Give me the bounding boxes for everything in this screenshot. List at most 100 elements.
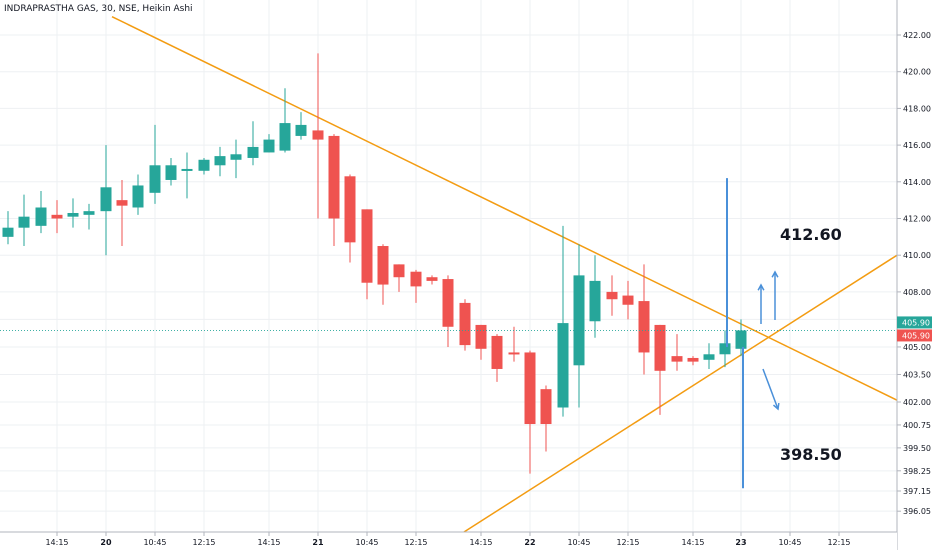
x-tick-label: 14:15 [45, 538, 68, 547]
candle-body [263, 139, 275, 153]
y-tick-label: 422.00 [903, 31, 931, 40]
chart-grid [0, 0, 897, 532]
annotations-layer: 412.60 398.50 [726, 178, 842, 489]
candle-body [557, 323, 569, 408]
x-tick-label: 20 [100, 538, 112, 547]
up-arrow-1-head [757, 283, 765, 291]
x-tick-label: 21 [312, 538, 324, 547]
last-price-label-2: 405.90 [902, 331, 930, 340]
candle-body [18, 216, 30, 228]
candle-body [606, 291, 618, 300]
y-tick-label: 410.00 [903, 251, 931, 260]
y-tick-label: 420.00 [903, 68, 931, 77]
x-tick-label: 12:15 [616, 538, 639, 547]
candle-body [377, 246, 389, 285]
candle-body [35, 207, 47, 226]
y-tick-label: 402.00 [903, 398, 931, 407]
candle-body [393, 264, 405, 278]
down-arrow [762, 368, 779, 410]
candle-body [132, 185, 144, 208]
candle-body [573, 275, 585, 366]
candle-body [100, 187, 112, 212]
last-price-label: 405.90 [902, 318, 930, 327]
x-tick-label: 12:15 [192, 538, 215, 547]
y-tick-label: 403.50 [903, 370, 931, 379]
candle-body [312, 130, 324, 140]
down-arrow-head [772, 402, 780, 411]
candle-body [410, 271, 422, 287]
candle-body [426, 277, 438, 281]
x-tick-label: 22 [524, 538, 535, 547]
x-axis[interactable]: 14:15 20 10:45 12:15 14:15 21 10:45 12:15 14:15 2… [0, 531, 897, 550]
up-arrow-2-head [771, 270, 779, 278]
x-tick-label: 10:45 [567, 538, 590, 547]
x-tick-label: 12:15 [404, 538, 427, 547]
candle-body [735, 330, 747, 349]
candle-body [344, 176, 356, 243]
x-axis-bg [0, 532, 897, 550]
candle-body [116, 200, 128, 206]
candles-layer [2, 53, 747, 474]
downside-target-label: 398.50 [780, 445, 842, 464]
candle-body [475, 324, 487, 349]
candle-body [654, 324, 666, 371]
candle-body [671, 356, 683, 362]
candle-body [719, 343, 731, 355]
y-tick-label: 418.00 [903, 104, 931, 113]
y-tick-label: 405.00 [903, 343, 931, 352]
candle-body [214, 156, 226, 166]
candle-body [149, 165, 161, 193]
candle-body [361, 209, 373, 283]
candle-body [703, 354, 715, 360]
candle-body [295, 124, 307, 136]
y-tick-label: 396.05 [903, 507, 931, 516]
x-tick-label: 14:15 [257, 538, 280, 547]
y-tick-label: 399.50 [903, 444, 931, 453]
candle-body [442, 279, 454, 327]
y-tick-label: 414.00 [903, 178, 931, 187]
candle-body [198, 159, 210, 171]
x-tick-label: 14:15 [469, 538, 492, 547]
candle-body [247, 146, 259, 158]
y-tick-label: 400.75 [903, 421, 931, 430]
descending-trendline [111, 15, 898, 401]
candle-body [524, 352, 536, 425]
y-tick-label: 412.00 [903, 215, 931, 224]
upside-target-label: 412.60 [780, 225, 842, 244]
candle-body [491, 335, 503, 369]
x-tick-label: 10:45 [143, 538, 166, 547]
candle-body [508, 352, 520, 355]
candle-body [51, 214, 63, 219]
candle-body [165, 165, 177, 180]
candle-body [230, 154, 242, 160]
candle-body [589, 280, 601, 322]
last-price-tag-down [897, 329, 932, 342]
candle-body [459, 302, 471, 346]
candle-body [67, 212, 79, 217]
y-axis[interactable]: 422.00 420.00 418.00 416.00 414.00 412.00 410.… [896, 0, 932, 550]
candle-body [181, 168, 193, 171]
candle-body [638, 301, 650, 353]
y-tick-label: 398.25 [903, 467, 931, 476]
y-tick-label: 408.00 [903, 288, 931, 297]
candle-body [279, 123, 291, 151]
candle-body [687, 357, 699, 362]
x-tick-label: 12:15 [827, 538, 850, 547]
candle-body [622, 295, 634, 305]
candle-body [2, 227, 14, 237]
x-tick-label: 10:45 [778, 538, 801, 547]
y-tick-label: 397.15 [903, 487, 931, 496]
x-tick-label: 14:15 [681, 538, 704, 547]
candle-body [540, 389, 552, 425]
y-axis-bg [897, 0, 932, 550]
y-tick-label: 416.00 [903, 141, 931, 150]
candle-body [83, 211, 95, 215]
trendlines-layer [111, 15, 898, 533]
x-tick-label: 23 [735, 538, 746, 547]
x-tick-label: 10:45 [355, 538, 378, 547]
candle-body [328, 135, 340, 219]
ascending-trendline [463, 254, 898, 533]
last-price-tag-up [897, 316, 932, 329]
chart-title: INDRAPRASTHA GAS, 30, NSE, Heikin Ashi [4, 4, 193, 14]
